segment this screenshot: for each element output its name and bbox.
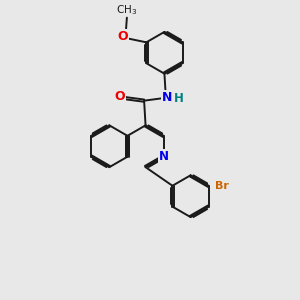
- Text: H: H: [173, 92, 183, 105]
- Text: N: N: [162, 91, 172, 104]
- Text: N: N: [159, 150, 169, 163]
- Text: Br: Br: [215, 181, 229, 191]
- Text: CH$_3$: CH$_3$: [116, 4, 137, 17]
- Text: O: O: [114, 90, 125, 103]
- Text: O: O: [118, 30, 128, 43]
